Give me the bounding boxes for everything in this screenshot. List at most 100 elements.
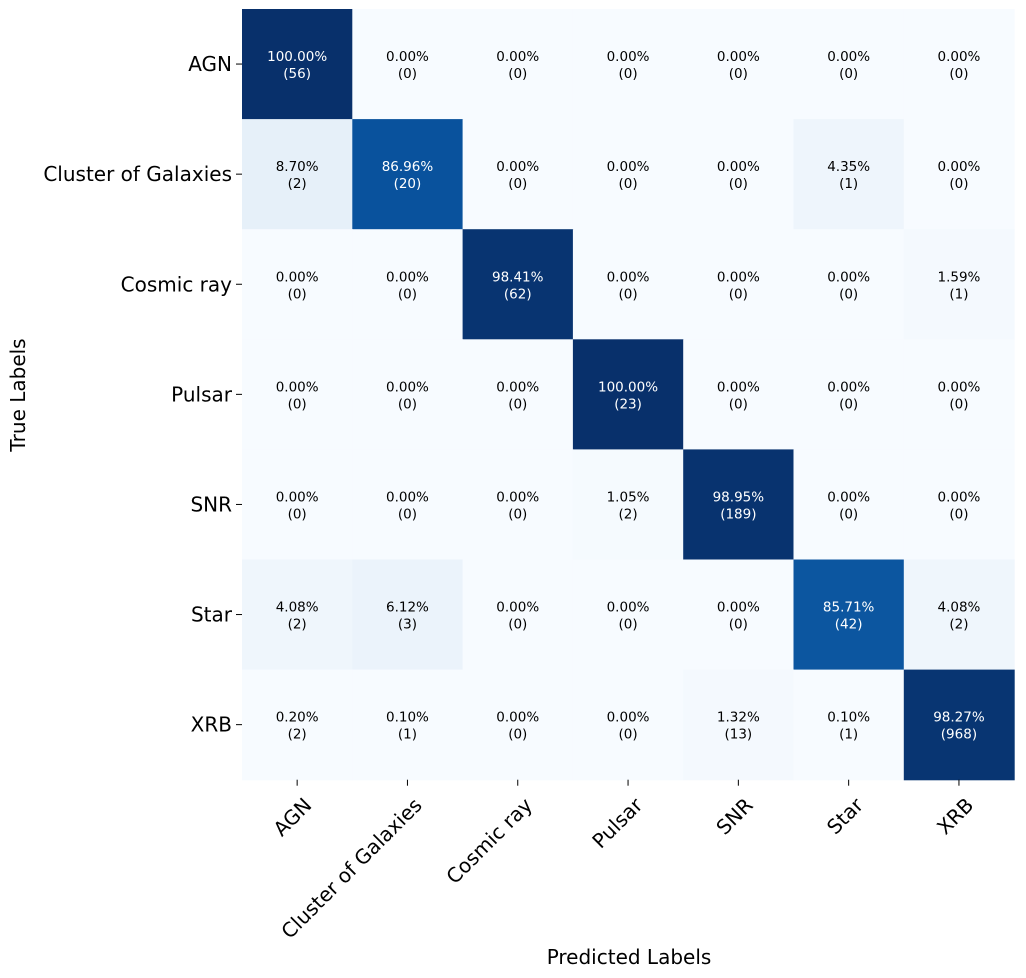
cell-percent-label: 0.00% — [827, 49, 870, 65]
cell-count-label: (0) — [949, 176, 968, 192]
heatmap-cell — [572, 9, 684, 120]
cell-count-label: (13) — [724, 727, 752, 743]
cell-count-label: (42) — [835, 617, 863, 633]
cell-count-label: (0) — [398, 66, 417, 82]
heatmap-cell — [793, 559, 905, 671]
y-tick-label: Cluster of Galaxies — [43, 162, 232, 186]
cell-percent-label: 86.96% — [382, 159, 434, 175]
cell-percent-label: 0.00% — [607, 269, 650, 285]
cell-percent-label: 0.00% — [607, 600, 650, 616]
heatmap-cell — [352, 669, 464, 781]
cell-percent-label: 0.10% — [386, 710, 429, 726]
cell-percent-label: 8.70% — [276, 159, 319, 175]
cell-percent-label: 0.00% — [276, 489, 319, 505]
cell-count-label: (1) — [839, 176, 858, 192]
heatmap-cell — [242, 559, 353, 671]
cell-count-label: (0) — [949, 506, 968, 522]
cell-percent-label: 0.00% — [717, 379, 760, 395]
heatmap-cell — [903, 669, 1015, 781]
cell-percent-label: 0.10% — [827, 710, 870, 726]
cell-percent-label: 0.00% — [827, 489, 870, 505]
y-tick-label: XRB — [191, 713, 232, 737]
cell-count-label: (0) — [288, 286, 307, 302]
cell-percent-label: 100.00% — [267, 49, 327, 65]
cell-count-label: (0) — [729, 396, 748, 412]
heatmap-cell — [903, 339, 1015, 450]
cell-count-label: (0) — [618, 286, 637, 302]
heatmap-cell — [903, 449, 1015, 561]
cell-percent-label: 0.00% — [496, 379, 539, 395]
cell-percent-label: 0.00% — [607, 710, 650, 726]
cell-count-label: (56) — [283, 66, 311, 82]
cell-percent-label: 0.00% — [607, 159, 650, 175]
cell-count-label: (0) — [508, 617, 527, 633]
cell-percent-label: 0.20% — [276, 710, 319, 726]
heatmap-cell — [683, 9, 795, 120]
x-tick-label: AGN — [268, 793, 316, 841]
cell-percent-label: 1.32% — [717, 710, 760, 726]
cell-count-label: (0) — [839, 396, 858, 412]
cell-percent-label: 0.00% — [717, 269, 760, 285]
cell-count-label: (0) — [618, 617, 637, 633]
heatmap-cell — [683, 669, 795, 781]
cell-percent-label: 0.00% — [938, 159, 981, 175]
heatmap-cell — [793, 9, 905, 120]
heatmap-cell — [683, 449, 795, 561]
heatmap-cell — [462, 669, 574, 781]
cell-count-label: (0) — [618, 176, 637, 192]
heatmap-cell — [572, 449, 684, 561]
cell-count-label: (0) — [618, 66, 637, 82]
cell-percent-label: 1.05% — [607, 489, 650, 505]
cell-percent-label: 4.08% — [938, 600, 981, 616]
cell-count-label: (2) — [949, 617, 968, 633]
cell-count-label: (0) — [729, 66, 748, 82]
cell-count-label: (3) — [398, 617, 417, 633]
cell-percent-label: 0.00% — [276, 269, 319, 285]
cell-percent-label: 0.00% — [496, 159, 539, 175]
heatmap-cell — [352, 449, 464, 561]
y-axis-label: True Labels — [6, 338, 30, 452]
heatmap-cell — [352, 559, 464, 671]
cell-percent-label: 0.00% — [938, 49, 981, 65]
heatmap-cell-labels: 100.00%(56)0.00%(0)0.00%(0)0.00%(0)0.00%… — [267, 49, 985, 743]
heatmap-cell — [903, 559, 1015, 671]
heatmap-cell — [572, 669, 684, 781]
cell-percent-label: 0.00% — [827, 379, 870, 395]
cell-count-label: (0) — [839, 506, 858, 522]
cell-percent-label: 0.00% — [496, 600, 539, 616]
cell-count-label: (1) — [839, 727, 858, 743]
cell-percent-label: 0.00% — [386, 489, 429, 505]
heatmap-cell — [462, 449, 574, 561]
heatmap-cell — [352, 9, 464, 120]
cell-percent-label: 0.00% — [386, 269, 429, 285]
cell-percent-label: 98.95% — [713, 489, 765, 505]
cell-count-label: (0) — [508, 727, 527, 743]
x-tick-label: XRB — [932, 793, 978, 839]
heatmap-cell — [793, 449, 905, 561]
heatmap-cells — [242, 9, 1015, 781]
cell-count-label: (0) — [508, 176, 527, 192]
cell-count-label: (2) — [618, 506, 637, 522]
cell-percent-label: 4.08% — [276, 600, 319, 616]
cell-count-label: (189) — [720, 506, 756, 522]
cell-percent-label: 6.12% — [386, 600, 429, 616]
cell-percent-label: 1.59% — [938, 269, 981, 285]
cell-count-label: (968) — [941, 727, 977, 743]
heatmap-cell — [462, 229, 574, 340]
cell-count-label: (0) — [398, 286, 417, 302]
cell-percent-label: 0.00% — [496, 710, 539, 726]
cell-percent-label: 0.00% — [938, 489, 981, 505]
heatmap-cell — [242, 229, 353, 340]
y-tick-label: Cosmic ray — [121, 272, 232, 296]
heatmap-cell — [462, 559, 574, 671]
cell-count-label: (0) — [949, 66, 968, 82]
cell-count-label: (20) — [394, 176, 422, 192]
cell-percent-label: 100.00% — [598, 379, 658, 395]
cell-percent-label: 0.00% — [386, 49, 429, 65]
heatmap-cell — [352, 229, 464, 340]
cell-percent-label: 0.00% — [607, 49, 650, 65]
heatmap-cell — [242, 449, 353, 561]
heatmap-cell — [572, 339, 684, 450]
cell-count-label: (0) — [508, 66, 527, 82]
